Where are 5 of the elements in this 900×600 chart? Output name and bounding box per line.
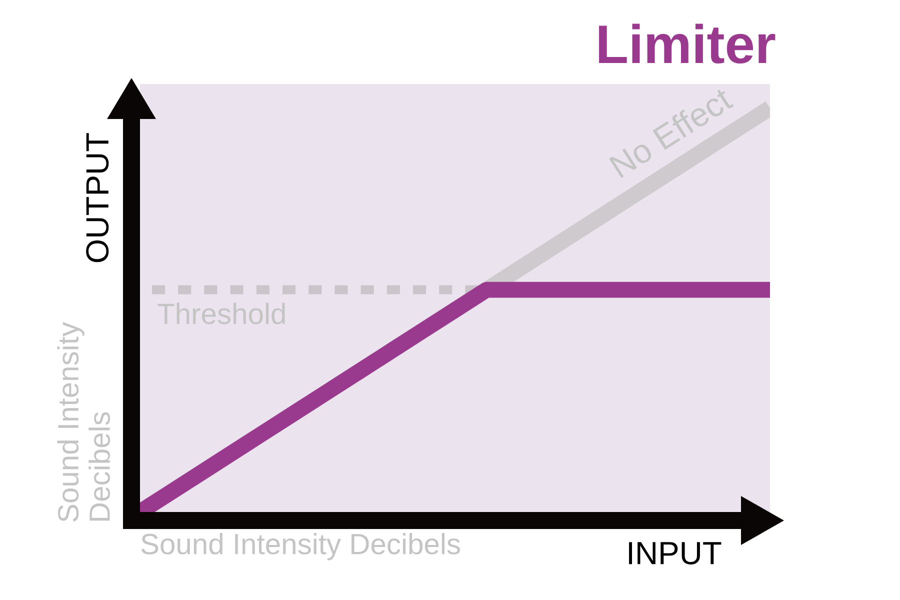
chart-title: Limiter bbox=[599, 24, 776, 64]
text: Sound Intensity Decibels bbox=[141, 533, 460, 560]
y-axis-title: OUTPUT bbox=[86, 133, 109, 262]
text: Sound Intensity Decibels bbox=[57, 322, 110, 522]
x-axis-title: INPUT bbox=[629, 542, 722, 564]
